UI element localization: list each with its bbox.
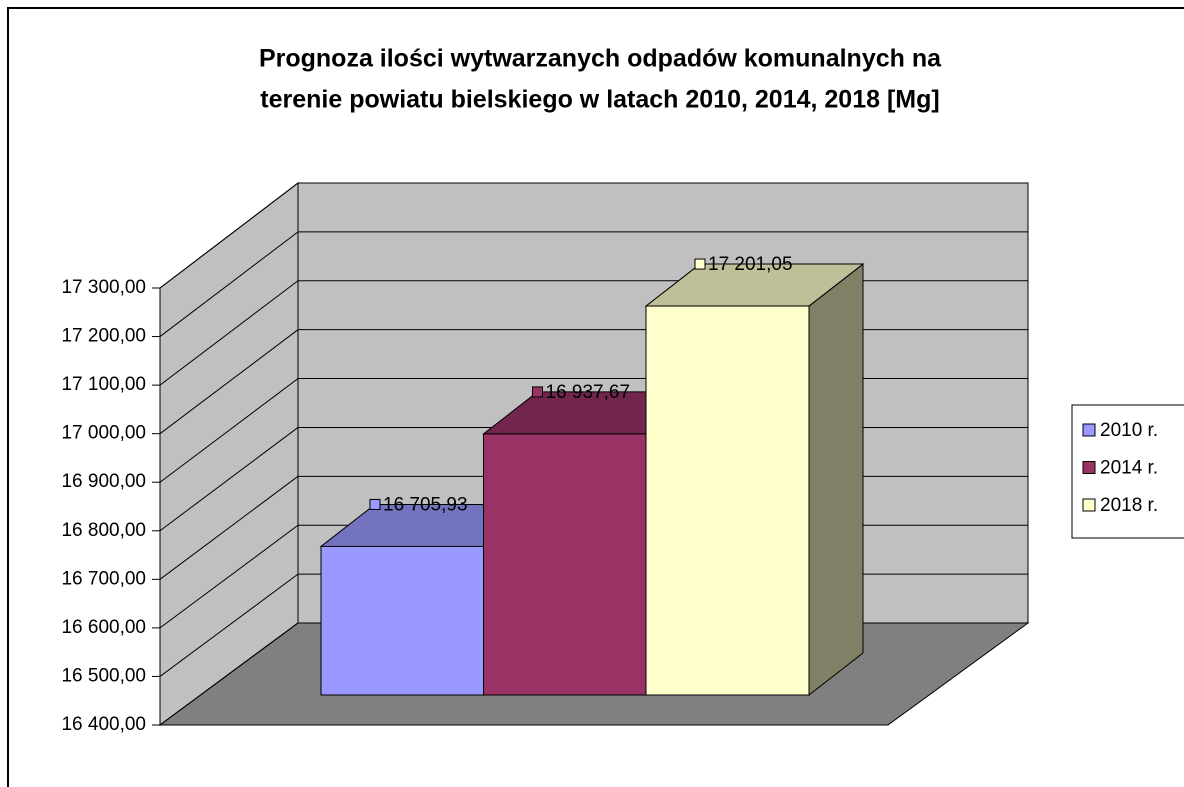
data-label: 17 201,05 — [708, 254, 793, 275]
legend-label: 2014 r. — [1100, 458, 1158, 479]
y-tick-label: 16 400,00 — [61, 714, 146, 735]
grid-line — [159, 280, 299, 386]
y-tick-label: 17 100,00 — [61, 374, 146, 395]
label-marker — [369, 498, 381, 510]
grid-line — [159, 524, 299, 629]
data-label: 16 705,93 — [383, 494, 468, 515]
grid-line — [159, 182, 299, 289]
y-tick-label: 16 900,00 — [61, 471, 146, 492]
grid-line — [159, 427, 299, 532]
y-tick-label: 17 000,00 — [61, 423, 146, 444]
grid-line — [159, 329, 299, 435]
label-marker — [532, 386, 543, 398]
bar-side — [808, 263, 864, 697]
grid-line — [159, 378, 299, 483]
grid-line — [159, 573, 299, 677]
label-marker — [694, 258, 706, 270]
chart-title: Prognoza ilości wytwarzanych odpadów kom… — [259, 45, 942, 73]
legend-swatch — [1082, 423, 1096, 437]
legend-swatch — [1082, 498, 1096, 512]
y-tick-label: 16 600,00 — [61, 617, 146, 638]
grid-line — [159, 622, 299, 726]
grid-line — [159, 475, 299, 580]
y-tick-label: 16 700,00 — [61, 568, 146, 589]
data-label: 16 937,67 — [546, 382, 631, 403]
bar — [645, 305, 810, 696]
y-tick-label: 17 200,00 — [61, 326, 146, 347]
legend-label: 2018 r. — [1100, 495, 1158, 516]
y-tick-label: 16 500,00 — [61, 665, 146, 686]
legend-label: 2010 r. — [1100, 420, 1158, 441]
grid-line — [159, 231, 299, 337]
y-tick-label: 17 300,00 — [61, 277, 146, 298]
bar — [320, 545, 485, 696]
bar — [483, 433, 647, 696]
chart-title: terenie powiatu bielskiego w latach 2010… — [260, 86, 939, 114]
legend-swatch — [1082, 461, 1096, 474]
y-tick-label: 16 800,00 — [61, 520, 146, 541]
